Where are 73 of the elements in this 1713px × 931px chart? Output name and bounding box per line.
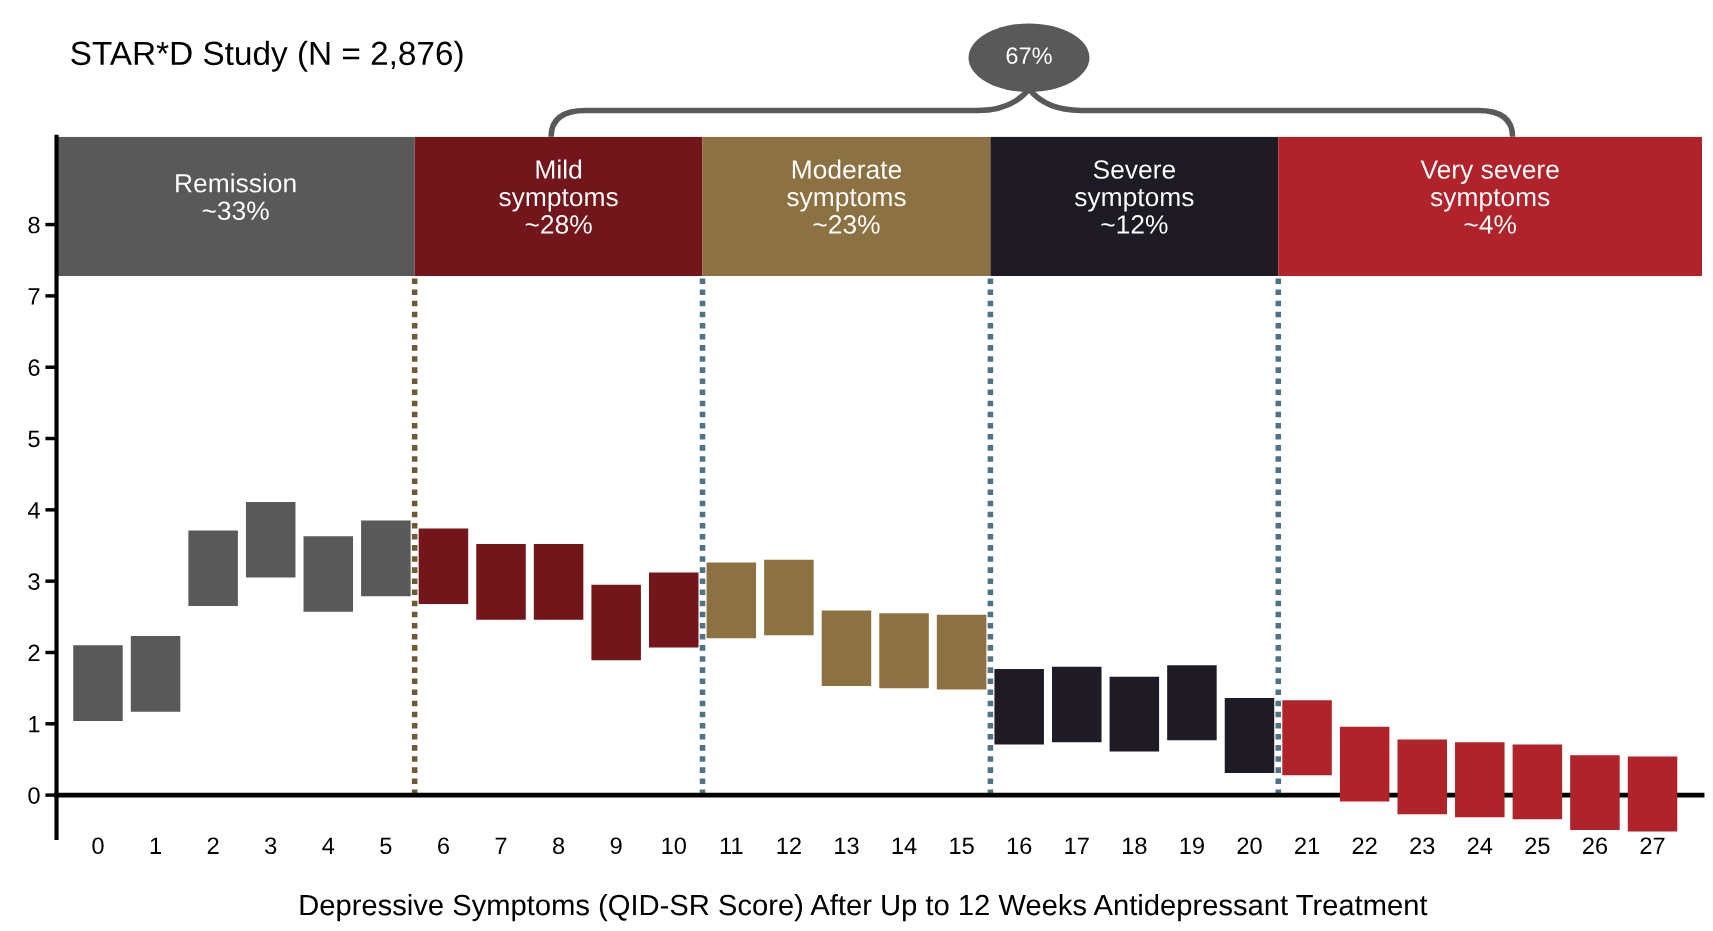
y-tick-label: 1 (29, 716, 40, 733)
bar (533, 544, 584, 620)
y-tick-label: 8 (28, 216, 40, 234)
annotation: Severe symptoms ~12% (1074, 160, 1194, 234)
y-tick-label: 6 (28, 359, 40, 376)
bar (476, 544, 526, 620)
text: 67% (1006, 47, 1052, 65)
bar (1512, 744, 1563, 820)
x-tick-label: 23 (1410, 837, 1435, 855)
x-tick-label: 18 (1123, 837, 1147, 855)
x-tick-label: 7 (495, 837, 507, 854)
bar (361, 520, 411, 597)
bar (936, 614, 987, 690)
x-tick-label: 24 (1467, 837, 1493, 854)
y-tick-label: 5 (28, 430, 40, 448)
annotation: Very severe symptoms ~4% (1420, 160, 1559, 234)
x-tick-label: 13 (835, 837, 859, 855)
bar (1339, 726, 1390, 802)
x-tick-label: 12 (777, 837, 801, 854)
x-tick-label: 11 (720, 837, 743, 854)
x-tick-label: 22 (1352, 837, 1377, 854)
x-tick-label: 3 (265, 837, 277, 855)
x-tick-label: 16 (1007, 837, 1032, 855)
bar (821, 610, 872, 686)
bar (73, 645, 123, 721)
bar (764, 559, 814, 636)
x-tick-label: 27 (1640, 837, 1665, 854)
x-tick-label: 1 (150, 837, 161, 854)
x-tick-label: 17 (1065, 837, 1089, 854)
x-tick-label: 14 (892, 837, 917, 854)
annotation: Mild symptoms ~28% (499, 159, 618, 234)
x-tick-label: 8 (553, 837, 565, 855)
x-tick-label: 2 (207, 837, 219, 854)
bar (1167, 665, 1217, 741)
bar (303, 536, 354, 612)
bar (1052, 666, 1102, 743)
x-tick-label: 21 (1295, 837, 1320, 854)
bar (245, 502, 296, 578)
bar (648, 572, 699, 648)
bar (130, 636, 181, 712)
annotation: Remission ~33% (176, 173, 296, 221)
x-tick-label: 20 (1237, 837, 1262, 855)
bar (994, 668, 1044, 745)
x-tick-label: 19 (1180, 837, 1204, 855)
bar (1570, 755, 1620, 831)
bar (418, 528, 469, 604)
bar (188, 530, 238, 607)
y-tick-label: 2 (28, 644, 40, 662)
bar (879, 613, 929, 689)
x-tick-label: 0 (92, 837, 104, 855)
bar (1109, 676, 1160, 752)
bar (591, 584, 641, 661)
x-tick-label: 9 (610, 837, 622, 855)
x-tick-label: 25 (1525, 837, 1550, 855)
bar (1282, 700, 1332, 776)
x-axis-title: Depressive Symptoms (QID-SR Score) After Up to 12 Weeks Antidepressant Treatment (300, 893, 1428, 922)
y-tick-label: 0 (28, 787, 40, 804)
annotation: Moderate symptoms ~23% (787, 159, 906, 234)
bar (1455, 742, 1505, 818)
y-tick-label: 7 (28, 288, 40, 305)
x-tick-label: 15 (950, 837, 974, 855)
y-tick-label: 3 (28, 573, 40, 590)
bar (1627, 756, 1678, 832)
x-tick-label: 26 (1583, 837, 1608, 855)
x-tick-label: 6 (438, 837, 449, 855)
bar (1397, 739, 1447, 815)
x-tick-label: 5 (380, 837, 392, 855)
y-tick-label: 4 (27, 502, 40, 519)
bar (1224, 698, 1275, 773)
bar (706, 562, 757, 639)
chart-title: STAR*D Study (N = 2,876) (71, 40, 463, 72)
x-tick-label: 10 (662, 837, 686, 855)
x-tick-label: 4 (322, 837, 335, 854)
